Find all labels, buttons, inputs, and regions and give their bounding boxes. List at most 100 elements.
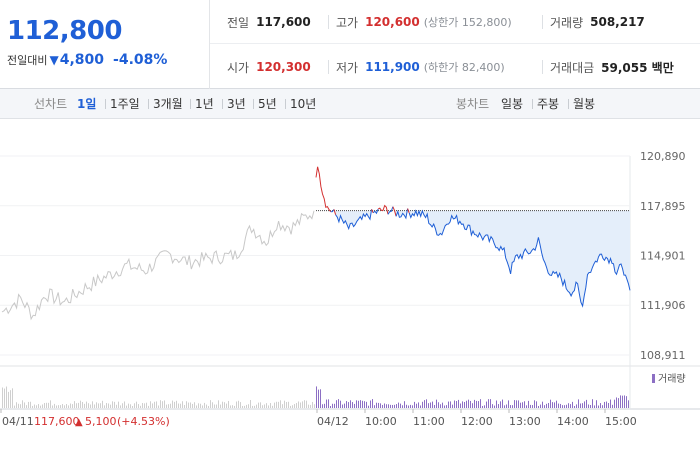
volume-bar <box>584 401 585 408</box>
volume-bar <box>136 401 137 408</box>
volume-bar <box>588 404 589 408</box>
volume-bar <box>68 405 69 408</box>
volume-bar <box>324 403 325 408</box>
volume-bar <box>280 400 281 408</box>
candle-monthly[interactable]: 월봉 <box>567 89 595 119</box>
price-chart[interactable]: 120,890 117,895 114,901 111,906 108,911 04/1… <box>0 120 700 450</box>
candle-weekly[interactable]: 주봉 <box>531 89 559 119</box>
volume-bar <box>620 395 621 408</box>
volume-bar <box>354 403 355 408</box>
volume-bar <box>170 403 171 408</box>
volume-bar <box>432 401 433 408</box>
volume-bar <box>236 401 237 408</box>
volume-bar <box>462 401 463 408</box>
period-10-years[interactable]: 10년 <box>284 89 316 119</box>
volume-bar <box>622 395 623 408</box>
low-price-value: 111,900 <box>365 60 420 74</box>
candle-daily[interactable]: 일봉 <box>501 97 524 111</box>
volume-bar <box>78 402 79 408</box>
trade-amount-label: 거래대금 <box>550 60 595 75</box>
volume-bar <box>120 405 121 408</box>
volume-bar <box>38 404 39 408</box>
volume-bar <box>532 405 533 408</box>
volume-bar <box>106 403 107 408</box>
y-tick-label: 117,895 <box>640 200 686 213</box>
volume-bar <box>304 400 305 408</box>
volume-bar <box>82 401 83 408</box>
volume-bar <box>116 404 117 408</box>
volume-bar <box>118 401 119 408</box>
volume-bar <box>186 401 187 408</box>
prev-day-note: 117,600 ▲ 5,100 (+4.53%) <box>34 415 170 428</box>
period-3-years[interactable]: 3년 <box>222 89 246 119</box>
prev-close-cell: 전일 117,600 <box>227 0 311 44</box>
volume-bar <box>220 404 221 408</box>
y-tick-label: 120,890 <box>640 150 686 163</box>
volume-value: 508,217 <box>590 15 645 29</box>
volume-bar <box>492 404 493 408</box>
today-line-up <box>407 208 410 214</box>
volume-bar <box>582 403 583 408</box>
volume-bar <box>348 402 349 408</box>
volume-bar <box>542 401 543 408</box>
volume-bar <box>604 401 605 408</box>
volume-bar <box>306 400 307 408</box>
open-price-value: 120,300 <box>256 60 311 74</box>
volume-bar <box>232 405 233 408</box>
volume-bar <box>296 402 297 408</box>
volume-bar <box>24 402 25 408</box>
prev-close-value: 117,600 <box>256 15 311 29</box>
current-price: 112,800 <box>7 16 122 46</box>
volume-bar <box>414 401 415 408</box>
volume-bar <box>182 401 183 408</box>
period-1-day[interactable]: 1일 <box>77 97 97 111</box>
candle-chart-label: 봉차트 <box>456 97 490 111</box>
today-line-down <box>335 209 373 231</box>
volume-bar <box>74 401 75 408</box>
volume-bar <box>408 405 409 408</box>
volume-bar <box>340 400 341 408</box>
volume-bar <box>494 405 495 408</box>
volume-bar <box>30 401 31 408</box>
price-lines <box>1 166 631 321</box>
volume-bar <box>148 405 149 408</box>
volume-bar <box>508 400 509 408</box>
volume-bar <box>606 401 607 408</box>
volume-bar <box>36 405 37 408</box>
period-3-months[interactable]: 3개월 <box>148 89 183 119</box>
period-1-week[interactable]: 1주일 <box>105 89 140 119</box>
volume-bar <box>376 402 377 408</box>
trade-amount-cell: 거래대금 59,055 백만 <box>542 45 674 89</box>
volume-bar <box>388 404 389 408</box>
volume-bar <box>32 405 33 408</box>
volume-bar <box>478 401 479 408</box>
volume-bar <box>516 400 517 408</box>
volume-bar <box>76 403 77 408</box>
today-line-down <box>387 206 394 215</box>
volume-bar <box>450 401 451 408</box>
volume-bar <box>48 402 49 408</box>
volume-bar <box>96 402 97 408</box>
volume-bar <box>346 401 347 408</box>
volume-bar <box>554 402 555 408</box>
volume-bar <box>128 403 129 408</box>
volume-bar <box>84 403 85 408</box>
volume-bar <box>316 386 317 408</box>
volume-bar <box>62 404 63 408</box>
volume-bar <box>370 400 371 408</box>
change-value: 4,800 <box>59 52 105 68</box>
period-1-year[interactable]: 1년 <box>190 89 214 119</box>
volume-bar <box>180 403 181 408</box>
period-5-years[interactable]: 5년 <box>253 89 277 119</box>
volume-bar <box>438 402 439 408</box>
volume-bar <box>18 403 19 408</box>
volume-bar <box>344 403 345 408</box>
volume-bar <box>350 400 351 408</box>
volume-bar <box>538 405 539 408</box>
x-tick-label: 15:00 <box>605 415 637 428</box>
x-tick-label: 04/12 <box>317 415 349 428</box>
y-tick-label: 108,911 <box>640 349 686 362</box>
up-triangle-icon: ▲ <box>75 417 83 428</box>
volume-bar <box>250 400 251 408</box>
volume-bar <box>294 404 295 408</box>
